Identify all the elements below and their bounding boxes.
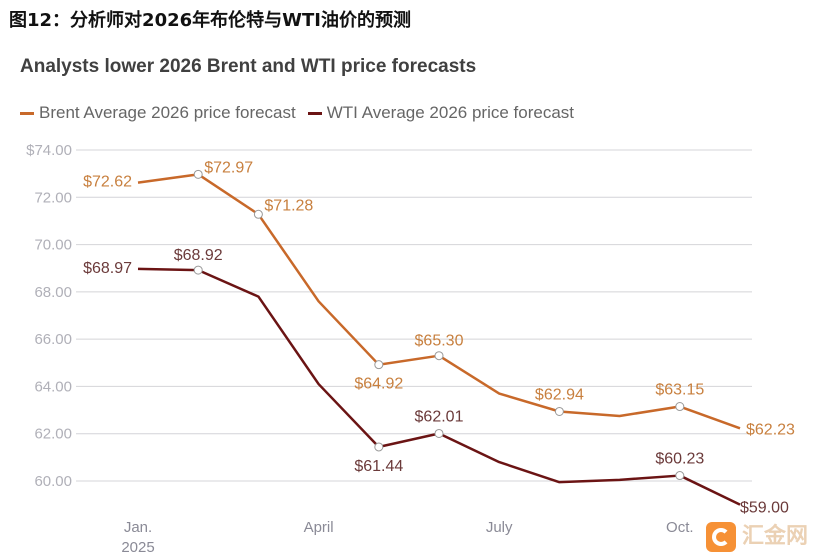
data-label-brent: $63.15 [655, 382, 704, 399]
data-point-brent [253, 209, 263, 219]
data-label-brent: $62.94 [535, 386, 584, 403]
watermark: 汇金网 [706, 522, 808, 552]
data-label-brent: $72.62 [83, 174, 132, 191]
data-label-brent: $71.28 [264, 197, 313, 214]
chart-title: Analysts lower 2026 Brent and WTI price … [20, 56, 477, 77]
x-tick-label: Jan. [124, 519, 152, 536]
legend: Brent Average 2026 price forecast WTI Av… [20, 103, 574, 123]
x-tick-label: Oct. [666, 519, 694, 536]
y-tick-label: 64.00 [34, 378, 72, 395]
x-tick-sublabel: 2025 [121, 539, 154, 556]
x-tick-label: July [486, 519, 513, 536]
legend-swatch-brent [20, 111, 34, 115]
series-line-brent [137, 173, 741, 430]
legend-item-wti: WTI Average 2026 price forecast [307, 103, 575, 123]
legend-label-brent: Brent Average 2026 price forecast [39, 103, 296, 122]
y-tick-label: 70.00 [34, 237, 72, 254]
figure-title: 图12：分析师对2026年布伦特与WTI油价的预测 [9, 10, 411, 31]
x-tick-label: April [304, 519, 334, 536]
data-point-brent [434, 351, 444, 361]
data-point-brent [193, 169, 203, 179]
watermark-logo-icon [706, 522, 736, 552]
data-label-wti: $68.97 [83, 260, 132, 277]
y-tick-label: 60.00 [34, 473, 72, 490]
data-label-brent: $62.23 [746, 421, 795, 438]
data-label-brent: $72.97 [204, 159, 253, 176]
y-tick-label: $74.00 [26, 142, 72, 159]
y-tick-label: 72.00 [34, 189, 72, 206]
y-tick-label: 62.00 [34, 426, 72, 443]
y-tick-label: 68.00 [34, 284, 72, 301]
data-label-wti: $62.01 [415, 408, 464, 425]
data-point-brent [675, 402, 685, 412]
data-point-wti [434, 428, 444, 438]
data-point-brent [374, 360, 384, 370]
watermark-text: 汇金网 [742, 524, 809, 549]
data-label-wti: $61.44 [354, 458, 403, 475]
data-point-wti [675, 471, 685, 481]
legend-item-brent: Brent Average 2026 price forecast [20, 103, 296, 123]
data-point-wti [193, 265, 203, 275]
data-label-brent: $65.30 [415, 333, 464, 350]
legend-label-wti: WTI Average 2026 price forecast [326, 103, 575, 122]
y-tick-label: 66.00 [34, 331, 72, 348]
data-label-brent: $64.92 [354, 376, 403, 393]
legend-swatch-wti [307, 111, 322, 115]
data-label-wti: $68.92 [174, 247, 223, 264]
data-label-wti: $60.23 [655, 451, 704, 468]
data-point-brent [554, 406, 564, 416]
data-point-wti [374, 442, 384, 452]
data-label-wti: $59.00 [740, 500, 789, 517]
